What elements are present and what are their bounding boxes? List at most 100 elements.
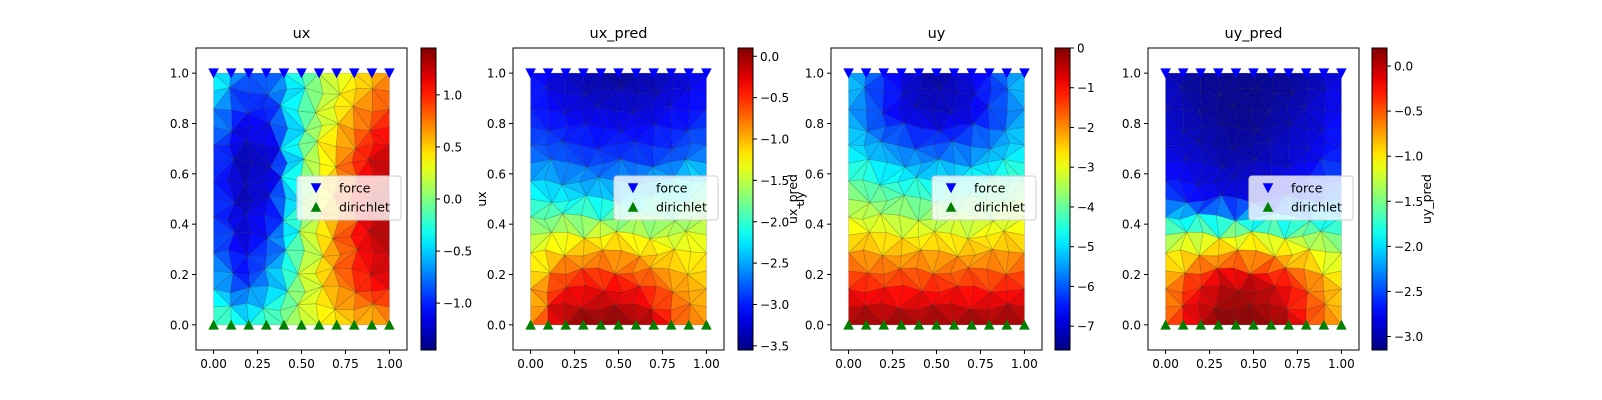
colorbar-tick-label: −1.5 xyxy=(1394,195,1423,209)
mesh-cell xyxy=(530,198,553,218)
mesh-cell xyxy=(336,72,355,95)
colorbar-tick-label: −1.0 xyxy=(760,133,789,147)
mesh-cell xyxy=(335,146,356,168)
mesh-cell xyxy=(1320,216,1342,236)
mesh-cell xyxy=(1165,126,1185,146)
mesh-cell xyxy=(1200,72,1221,96)
mesh-cell xyxy=(986,268,1007,293)
mesh-cell xyxy=(596,148,622,164)
mesh-cell xyxy=(1218,237,1239,257)
colorbar-tick-label: −3 xyxy=(1077,161,1095,175)
dirichlet-marker xyxy=(384,319,395,330)
mesh-cell xyxy=(1268,140,1289,168)
colorbar-tick-label: −5 xyxy=(1077,240,1095,254)
dirichlet-marker xyxy=(665,319,677,330)
colorbar-frame xyxy=(737,47,754,351)
mesh-cell xyxy=(865,305,885,326)
colorbar-tick-label: −1.0 xyxy=(443,297,472,311)
mesh-cell xyxy=(689,88,707,110)
mesh-cell xyxy=(249,284,270,309)
force-marker xyxy=(1230,68,1242,79)
mesh-cell xyxy=(599,230,617,251)
mesh-cell xyxy=(279,104,306,132)
force-marker xyxy=(1248,68,1259,79)
mesh-cell xyxy=(848,198,871,218)
force-marker xyxy=(595,68,607,79)
mesh-cell xyxy=(334,308,355,326)
dirichlet-marker xyxy=(983,319,995,330)
force-marker xyxy=(648,68,659,79)
colorbar-tick-label: −3.5 xyxy=(760,339,789,353)
mesh-cell xyxy=(262,166,282,183)
mesh-cell xyxy=(668,268,689,293)
colorbar-tick-label: −6 xyxy=(1077,280,1095,294)
mesh-cell xyxy=(297,110,317,132)
y-tick-label: 0.4 xyxy=(170,218,189,232)
mesh-cell xyxy=(370,251,390,275)
dirichlet-marker xyxy=(208,319,219,330)
force-marker xyxy=(578,68,589,79)
mesh-cell xyxy=(227,179,246,203)
legend: force dirichlet xyxy=(1248,175,1354,221)
mesh-cell xyxy=(579,284,605,309)
dirichlet-marker xyxy=(525,319,536,330)
mesh-cell xyxy=(1267,232,1286,257)
mesh-cell xyxy=(670,72,690,90)
y-tick-label: 0.2 xyxy=(170,268,189,282)
mesh-cell xyxy=(530,108,550,132)
mesh-cell xyxy=(544,231,565,256)
mesh-cell xyxy=(653,72,672,95)
mesh-cell xyxy=(672,129,692,150)
mesh-cell xyxy=(213,72,231,92)
mesh-cell xyxy=(228,130,247,146)
mesh-cell xyxy=(369,129,390,146)
mesh-cell xyxy=(1324,303,1342,326)
colorbar-tick-label: 0.0 xyxy=(760,50,779,64)
mesh-cell xyxy=(880,122,906,142)
mesh-cell xyxy=(1178,213,1198,233)
legend-force-swatch xyxy=(310,183,322,194)
mesh-cell xyxy=(914,148,940,164)
mesh-cell xyxy=(897,166,917,183)
mesh-cell xyxy=(544,249,565,274)
mesh-cell xyxy=(1165,305,1184,326)
mesh-cell xyxy=(1324,288,1342,308)
colorbar-tick-label: −4 xyxy=(1077,200,1095,214)
boundary-markers xyxy=(843,68,1030,330)
mesh-cell xyxy=(687,252,707,275)
mesh-cell xyxy=(1165,72,1183,92)
mesh-cell xyxy=(880,194,905,215)
mesh-cell xyxy=(213,288,232,308)
colorbar: −3.5 −3.0 −2.5 −2.0 −1.5 −1.0 −0.5 0.0 ux_pred xyxy=(737,47,800,353)
colorbar-gradient xyxy=(1372,48,1387,350)
force-marker xyxy=(948,68,960,79)
mesh-cell xyxy=(369,126,390,146)
y-tick-label: 0.0 xyxy=(170,318,189,332)
mesh-cell xyxy=(245,122,271,146)
mesh-cell xyxy=(248,72,269,96)
mesh-cell xyxy=(1006,72,1025,90)
colorbar-tick-label: −1 xyxy=(1077,81,1095,95)
force-marker xyxy=(243,68,255,79)
mesh-cell xyxy=(283,72,306,90)
mesh-cell xyxy=(246,286,264,309)
x-tick-label: 0.75 xyxy=(332,357,359,371)
mesh-cell xyxy=(352,105,371,131)
mesh-cell xyxy=(530,252,551,274)
colorbar: −1.0 −0.5 0.0 0.5 1.0 xyxy=(420,47,472,351)
dirichlet-marker xyxy=(878,319,890,330)
mesh-cell xyxy=(621,125,640,142)
legend-box xyxy=(931,175,1037,221)
mesh-cell xyxy=(656,87,674,107)
y-tick-label: 0.8 xyxy=(170,117,189,131)
mesh-cell xyxy=(1165,158,1187,182)
mesh-cell xyxy=(614,110,634,132)
mesh-cell xyxy=(1270,308,1290,326)
mesh-cell xyxy=(213,86,231,110)
legend-force-label: force xyxy=(656,181,688,196)
y-tick-label: 0.0 xyxy=(1122,318,1141,332)
mesh-cell xyxy=(974,87,992,107)
mesh-cell xyxy=(1181,272,1203,294)
colorbar-tick-label: −3.0 xyxy=(1394,330,1423,344)
